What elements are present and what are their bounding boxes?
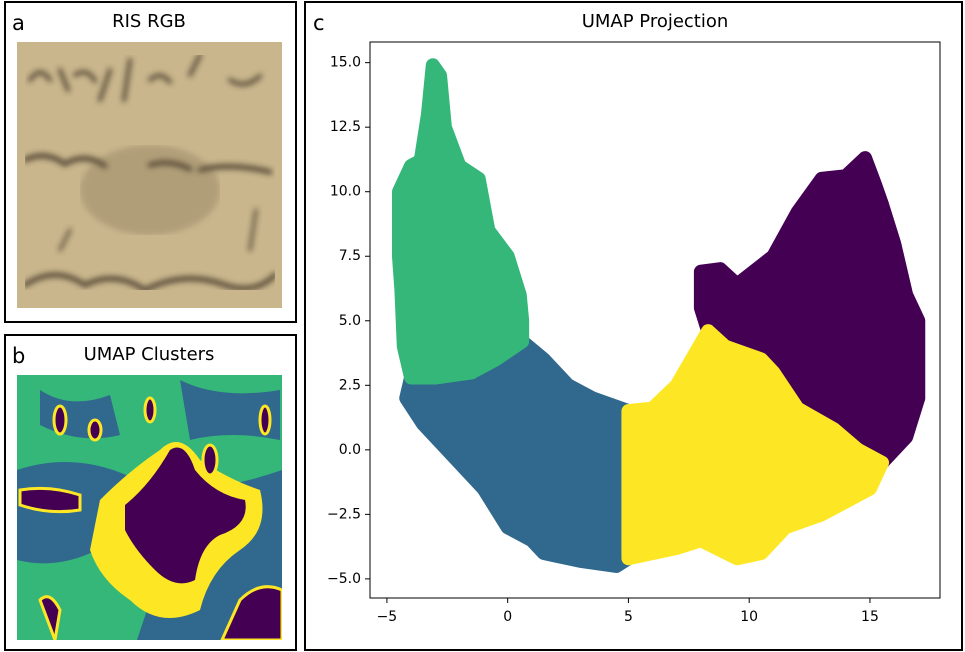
x-tick-label: 5: [624, 609, 633, 625]
panel-label: c: [313, 11, 325, 35]
y-tick-label: 12.5: [330, 119, 361, 135]
plot-area: [399, 65, 918, 566]
y-tick-label: 5.0: [339, 313, 361, 329]
rgb-image: [17, 42, 282, 308]
y-tick-label: 7.5: [339, 248, 361, 264]
y-tick-label: −2.5: [327, 506, 361, 522]
cluster-points: [399, 65, 522, 377]
panel-label: b: [12, 344, 25, 368]
y-tick-label: −5.0: [327, 571, 361, 587]
x-tick-label: 10: [740, 609, 758, 625]
x-tick-label: 0: [503, 609, 512, 625]
x-tick-label: 15: [861, 609, 879, 625]
panel-label: a: [12, 11, 25, 35]
panel-title: RIS RGB: [112, 11, 186, 32]
panel-title: UMAP Clusters: [84, 344, 215, 365]
chart-title: UMAP Projection: [582, 11, 729, 32]
figure: a RIS RGB b UMAP Clusters c UMAP Project…: [0, 0, 965, 652]
y-tick-label: 0.0: [339, 442, 361, 458]
cluster-image: [17, 375, 282, 640]
y-tick-label: 15.0: [330, 55, 361, 71]
x-tick-label: −5: [377, 609, 398, 625]
y-tick-label: 2.5: [339, 377, 361, 393]
y-tick-label: 10.0: [330, 184, 361, 200]
